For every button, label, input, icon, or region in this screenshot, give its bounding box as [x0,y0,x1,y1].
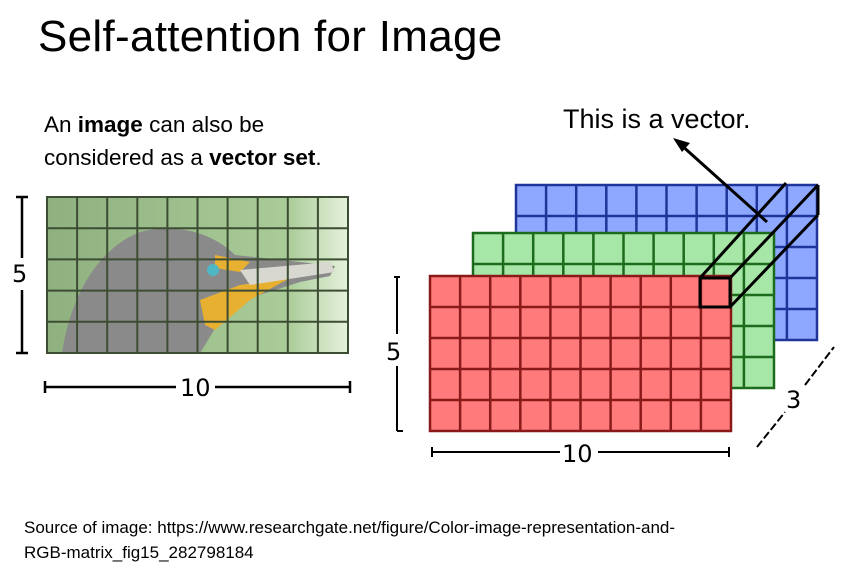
image-source: Source of image: https://www.researchgat… [24,515,675,565]
stack-width-label: 10 [562,440,593,468]
channel-red [428,274,733,433]
rgb-stack [428,183,819,433]
description: An image can also be considered as a vec… [44,108,322,174]
text: can also be [142,112,265,137]
description-line-1: An image can also be [44,108,322,141]
stack-dimension-marks [394,276,835,457]
description-line-2: considered as a vector set. [44,141,322,174]
bold-text: vector set [209,145,316,170]
text: . [315,145,322,170]
text: An [44,112,78,137]
source-line-2: RGB-matrix_fig15_282798184 [24,543,254,562]
arrow-icon [673,138,769,224]
image-height-label: 5 [12,260,27,288]
source-line-1: Source of image: https://www.researchgat… [24,518,676,537]
image-grid [46,196,349,354]
vector-label: This is a vector. [563,104,751,134]
bird-eye [207,264,219,276]
stack-height-label: 5 [386,338,401,366]
text: considered as a [44,145,210,170]
image-dimension-marks [16,195,352,393]
vector-highlight [698,181,820,309]
image-width-label: 10 [180,374,211,402]
bold-text: image [77,112,143,137]
bird-image [46,196,349,354]
slide-title: Self-attention for Image [38,12,503,61]
bird-throat [200,278,290,330]
stack-depth-label: 3 [786,386,801,414]
